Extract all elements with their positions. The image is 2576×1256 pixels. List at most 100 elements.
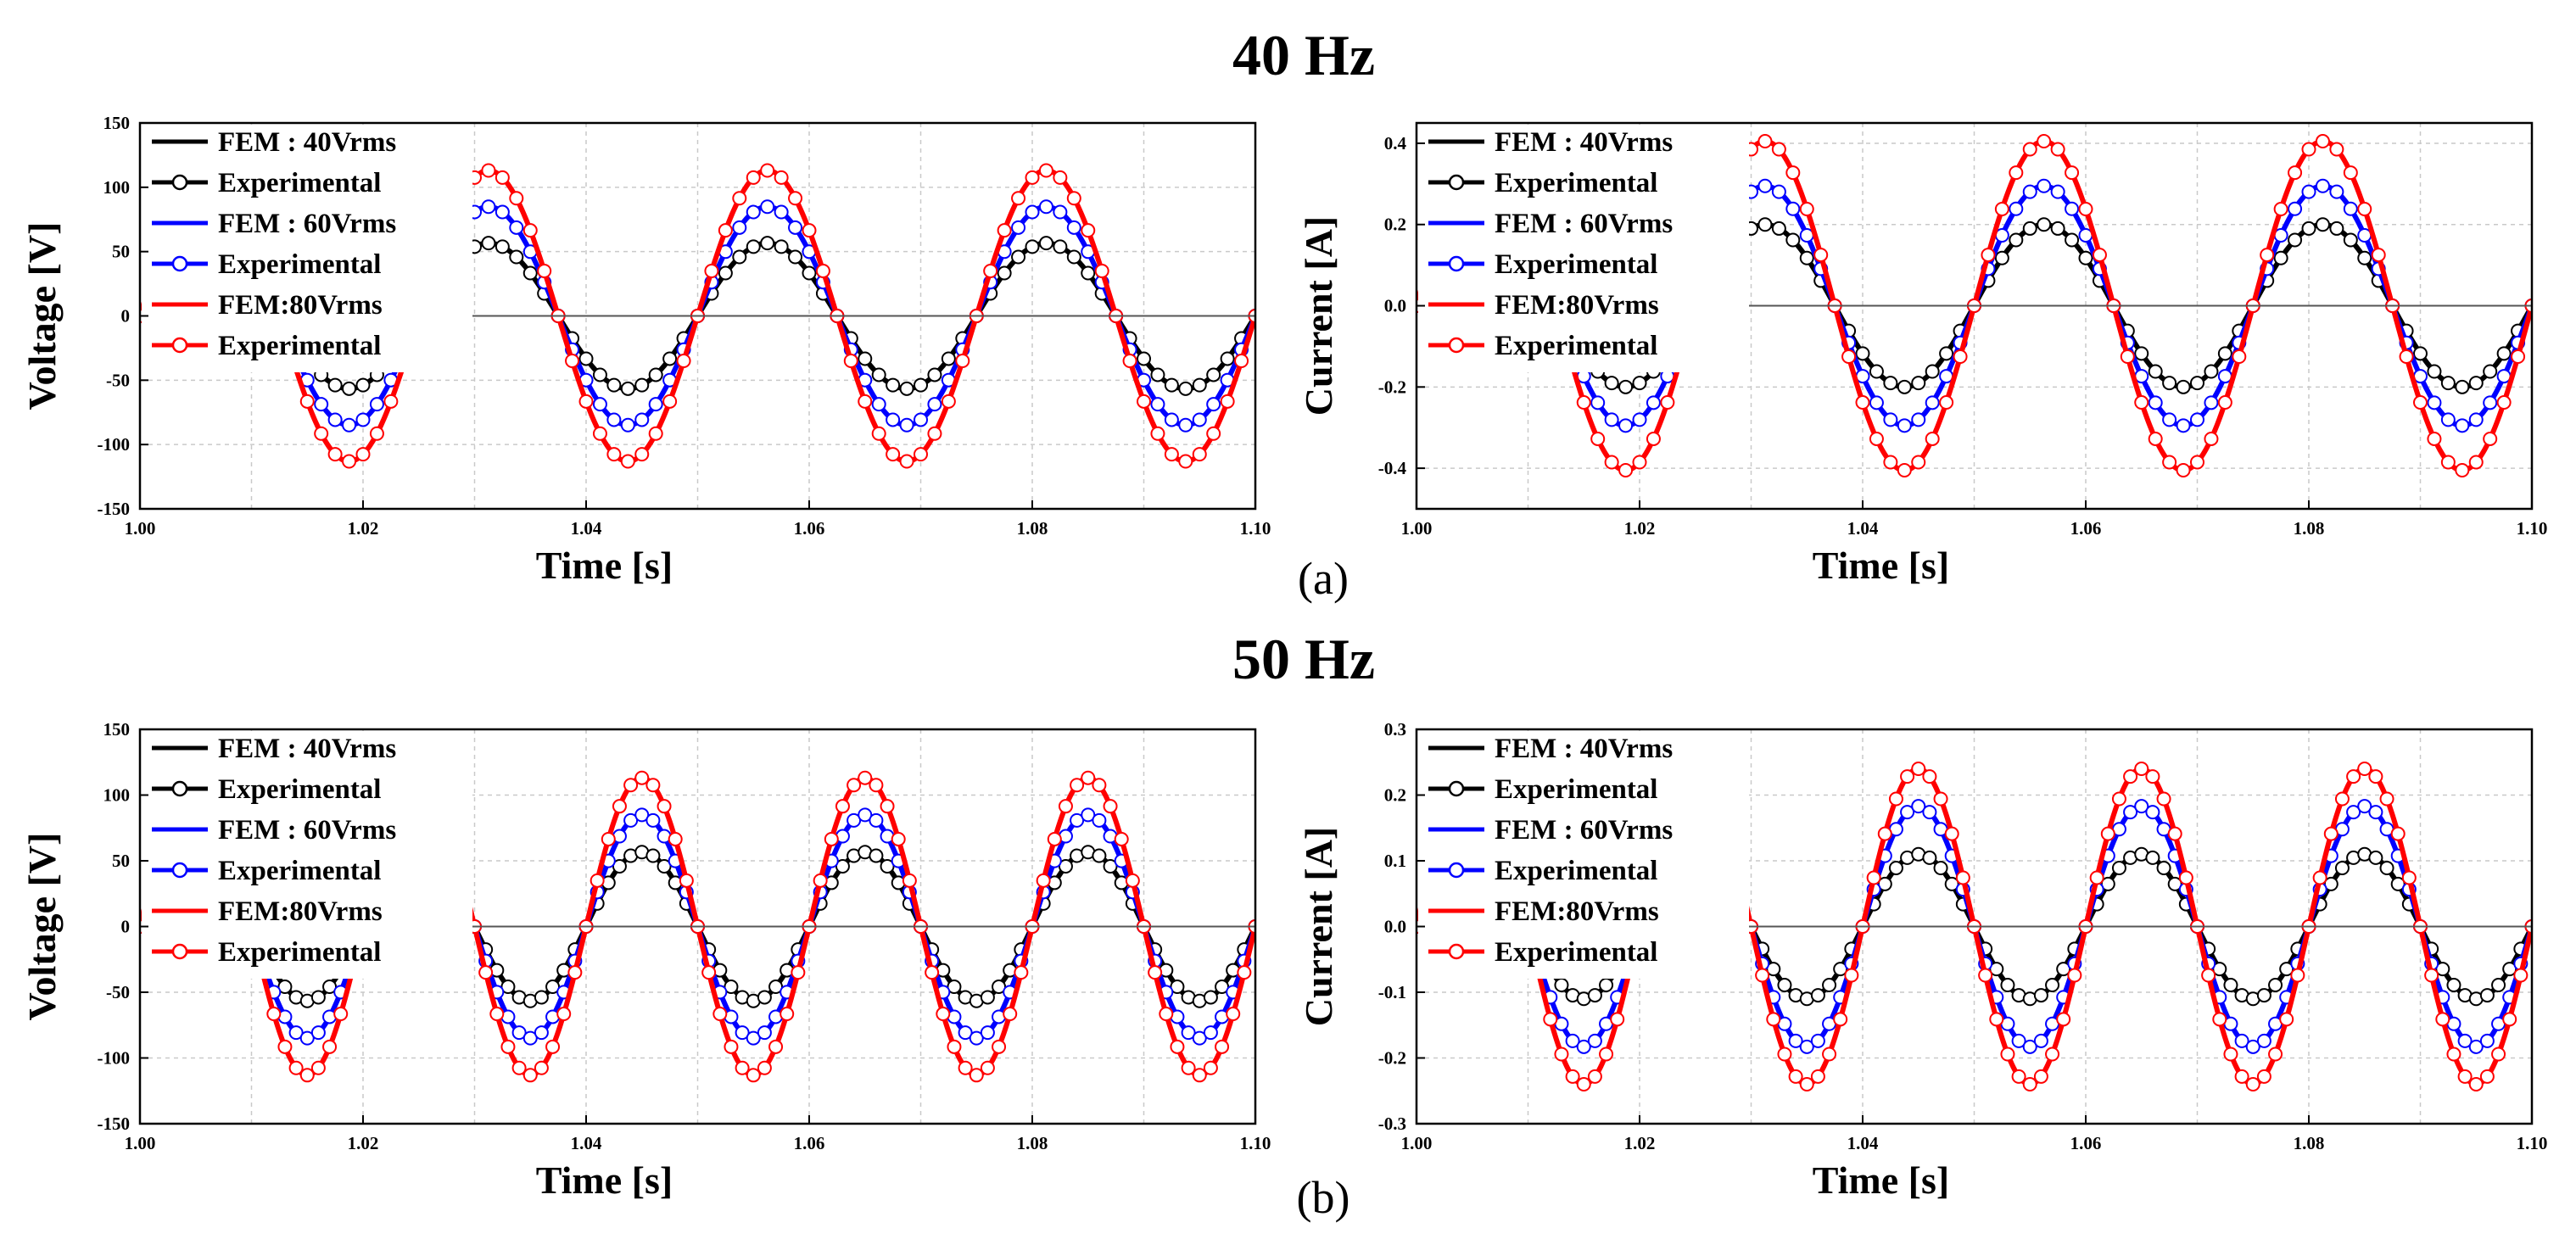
data-point [2065, 201, 2080, 216]
data-point [2268, 1047, 2283, 1062]
data-point [2329, 220, 2344, 236]
data-point [2022, 184, 2037, 199]
data-point [606, 412, 622, 427]
legend-marker [1448, 174, 1465, 191]
data-point [2440, 455, 2456, 470]
data-point [2368, 769, 2383, 784]
data-point [2245, 1039, 2260, 1054]
data-point [2145, 850, 2160, 865]
data-point [1989, 1012, 2004, 1027]
data-point [2301, 142, 2316, 157]
data-point [1053, 204, 1068, 220]
data-point [1590, 395, 1606, 410]
data-point [1955, 870, 1970, 885]
data-point [788, 220, 803, 235]
data-point [511, 1025, 527, 1041]
data-point [1234, 354, 1249, 369]
y-tick-label: 0 [121, 917, 131, 937]
data-point [2399, 349, 2414, 364]
data-point [1788, 1069, 1803, 1084]
x-tick-label: 1.10 [1240, 1133, 1271, 1153]
y-tick-label: -50 [106, 370, 130, 390]
legend-marker [171, 337, 188, 354]
data-point [2256, 1069, 2271, 1084]
data-point [545, 1039, 561, 1054]
data-point [1103, 859, 1118, 874]
data-point [1599, 977, 1614, 992]
y-tick-label: -100 [98, 1048, 131, 1069]
data-point [2479, 1069, 2495, 1084]
data-point [1897, 418, 1912, 433]
data-point [481, 236, 496, 251]
data-point [1053, 170, 1068, 185]
data-point [310, 1060, 326, 1075]
data-point [495, 204, 510, 220]
data-point [2033, 1069, 2048, 1084]
y-tick-label: 50 [112, 242, 130, 262]
chart-2: FEM : 40Vrms Experimental FEM : 60Vrms Expe… [1297, 121, 2547, 587]
data-point [2037, 217, 2052, 232]
data-point [1587, 988, 1602, 1003]
data-point [2100, 826, 2115, 841]
data-point [1122, 354, 1137, 369]
data-point [2323, 826, 2339, 841]
data-point [565, 354, 580, 369]
data-point [612, 799, 627, 814]
data-point [534, 990, 549, 1005]
y-axis-label: Current [A] [1297, 216, 1340, 416]
data-point [327, 377, 343, 393]
data-point [2234, 1069, 2249, 1084]
data-point [980, 1025, 995, 1041]
data-point [886, 377, 901, 393]
data-point [2078, 202, 2093, 217]
data-point [1192, 1068, 1207, 1083]
data-point [1178, 454, 1193, 469]
data-point [1170, 1039, 1185, 1054]
chart-1: FEM : 40Vrms Experimental FEM : 60Vrms Expe… [20, 113, 1271, 587]
data-point [886, 447, 901, 462]
legend-marker [1448, 943, 1465, 960]
data-point [2190, 412, 2204, 427]
data-point [2123, 805, 2138, 820]
data-point [556, 1007, 572, 1022]
data-point [927, 367, 942, 382]
data-point [2050, 220, 2065, 236]
data-point [1226, 1007, 1241, 1022]
data-point [1632, 455, 1647, 470]
data-point [2479, 1033, 2495, 1048]
data-point [342, 417, 357, 433]
data-point [2479, 988, 2495, 1003]
data-point [2009, 232, 2024, 248]
data-point [1148, 965, 1163, 980]
data-point [2022, 1077, 2037, 1091]
data-point [1810, 1033, 1825, 1048]
data-point [1025, 239, 1040, 254]
data-point [2273, 202, 2288, 217]
data-point [1038, 163, 1053, 178]
data-point [481, 163, 496, 178]
data-point [662, 394, 678, 409]
data-point [780, 1007, 795, 1022]
data-point [1771, 184, 1786, 199]
legend-entry-experimental: Experimental [218, 249, 381, 280]
data-point [768, 979, 784, 994]
data-point [355, 447, 371, 462]
data-point [843, 354, 858, 369]
data-point [802, 265, 817, 281]
data-point [322, 979, 338, 994]
data-point [1058, 799, 1073, 814]
data-point [2413, 395, 2428, 410]
data-point [545, 979, 561, 994]
data-point [1777, 977, 1792, 992]
data-point [2446, 977, 2461, 992]
data-point [1565, 1069, 1580, 1084]
data-point [2435, 1012, 2450, 1027]
data-point [645, 848, 661, 863]
data-point [2401, 870, 2417, 885]
data-point [871, 426, 886, 441]
data-point [2468, 412, 2484, 427]
data-point [1038, 199, 1053, 215]
data-point [495, 170, 510, 185]
data-point [1888, 791, 1903, 807]
data-point [735, 1025, 750, 1041]
